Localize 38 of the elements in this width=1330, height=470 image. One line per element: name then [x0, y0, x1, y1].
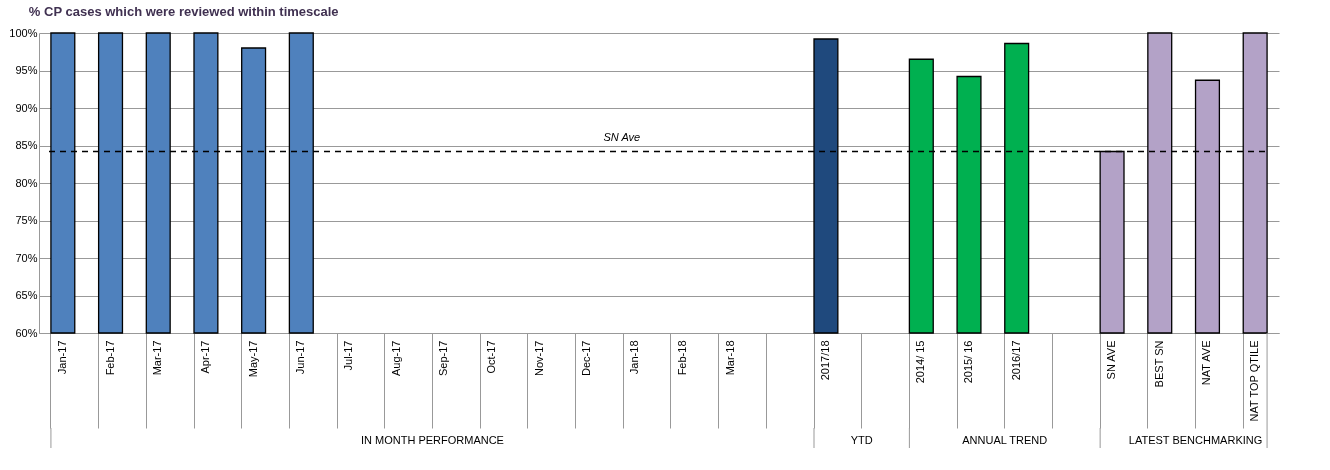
x-tick-label: 2016/17 — [1009, 340, 1022, 381]
y-tick-label: 100% — [9, 26, 38, 39]
y-tick-label: 80% — [15, 176, 38, 189]
x-tick-label: 2014/ 15 — [914, 340, 927, 384]
x-tick-label: NAT TOP QTILE — [1248, 340, 1261, 422]
x-tick-label: Oct-17 — [485, 340, 498, 374]
y-tick-label: 95% — [15, 64, 38, 76]
y-tick-label: 90% — [15, 101, 38, 114]
x-tick-label: 2015/ 16 — [962, 340, 974, 384]
y-tick-label: 65% — [15, 289, 38, 301]
text: YTD — [850, 434, 873, 446]
x-tick-label: Apr-17 — [198, 340, 211, 374]
x-tick-label: Jun-17 — [294, 340, 307, 375]
y-tick-label: 75% — [15, 214, 38, 226]
x-tick-label: Mar-18 — [723, 340, 736, 376]
x-tick-label: Jan-17 — [55, 340, 68, 375]
x-tick-label: NAT AVE — [1200, 340, 1213, 386]
chart-title: % CP cases which were reviewed within timescale — [28, 4, 339, 19]
y-tick-label: 70% — [15, 251, 38, 264]
x-tick-label: Dec-17 — [580, 340, 593, 376]
y-tick-label: 85% — [15, 139, 38, 151]
x-tick-label: Mar-17 — [151, 340, 164, 376]
text: ANNUAL TREND — [962, 434, 1048, 446]
x-tick-label: BEST SN — [1152, 340, 1165, 388]
x-tick-label: Jan-18 — [628, 340, 641, 375]
x-tick-label: 2017/18 — [818, 340, 831, 381]
x-tick-label: May-17 — [246, 340, 259, 378]
ref-line-label: SN Ave — [603, 130, 641, 143]
x-tick-label: Aug-17 — [389, 340, 402, 376]
x-tick-label: SN AVE — [1105, 340, 1118, 380]
x-tick-label: Sep-17 — [437, 340, 450, 376]
x-tick-label: Nov-17 — [532, 340, 545, 376]
text: IN MONTH PERFORMANCE — [360, 434, 504, 446]
x-tick-label: Jul-17 — [342, 340, 354, 371]
y-tick-label: 60% — [15, 326, 38, 339]
x-tick-label: Feb-18 — [675, 340, 688, 376]
text: LATEST BENCHMARKING — [1128, 434, 1263, 446]
x-tick-label: Feb-17 — [103, 340, 116, 376]
